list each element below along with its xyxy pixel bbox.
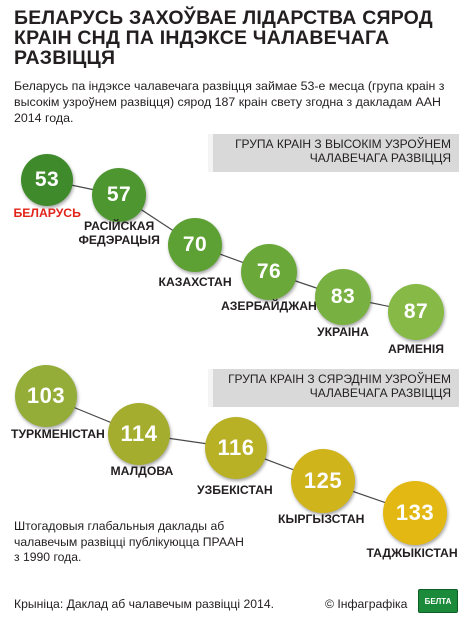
high-development-group-label: ГРУПА КРАІН З ВЫСОКІМ УЗРОЎНЕМ ЧАЛАВЕЧАГ… [208, 134, 459, 172]
rank-bubble: 70 [168, 218, 222, 272]
country-label: КЫРГЫЗСТАН [278, 512, 364, 526]
country-name-line: АЗЕРБАЙДЖАН [221, 299, 317, 313]
country-name-line: БЕЛАРУСЬ [13, 206, 81, 220]
group-label-line: ГРУПА КРАІН З СЯРЭДНІМ УЗРОЎНЕМ [228, 372, 451, 386]
note-line: з 1990 года. [14, 550, 82, 564]
country-name-line: УЗБЕКІСТАН [197, 483, 273, 497]
note-line: чалавечым развіцці публікуюцца ПРААН [14, 534, 244, 549]
country-name-line: ФЕДЭРАЦЫЯ [78, 233, 160, 247]
rank-bubble: 125 [291, 449, 355, 513]
subtitle: Беларусь па індэксе чалавечага развіцця … [14, 79, 445, 125]
rank-bubble: 116 [205, 417, 267, 479]
country-name-line: ТАДЖЫКІСТАН [366, 546, 458, 560]
country-label: УЗБЕКІСТАН [197, 483, 273, 497]
country-label: РАСІЙСКАЯ ФЕДЭРАЦЫЯ [79, 219, 160, 247]
country-name-line: УКРАІНА [317, 325, 369, 339]
source-text: Крыніца: Даклад аб чалавечым развіцці 20… [14, 597, 274, 611]
rank-bubble: 57 [92, 168, 146, 222]
rank-bubble: 103 [15, 365, 77, 427]
country-label: МАЛДОВА [111, 464, 174, 478]
country-name-line: КЫРГЫЗСТАН [278, 512, 365, 526]
rank-bubble: 87 [388, 284, 444, 340]
country-label: КАЗАХСТАН [159, 275, 232, 289]
rank-bubble: 76 [241, 244, 297, 300]
credit-text: © Інфаграфіка [325, 597, 408, 611]
medium-development-group-label: ГРУПА КРАІН З СЯРЭДНІМ УЗРОЎНЕМ ЧАЛАВЕЧА… [208, 369, 459, 407]
country-name-line: ТУРКМЕНІСТАН [11, 427, 105, 441]
rank-bubble: 114 [108, 403, 170, 465]
page-title: БЕЛАРУСЬ ЗАХОЎВАЕ ЛІДАРСТВА СЯРОД КРАІН … [14, 8, 459, 68]
country-label: БЕЛАРУСЬ [14, 206, 81, 220]
title-line: БЕЛАРУСЬ ЗАХОЎВАЕ ЛІДАРСТВА СЯРОД [14, 7, 433, 29]
country-name-line: АРМЕНІЯ [388, 342, 444, 356]
country-name-line: РАСІЙСКАЯ [84, 219, 155, 233]
rank-bubble: 133 [383, 481, 447, 545]
note-line: Штогадовыя глабальныя даклады аб [14, 519, 225, 533]
title-line: КРАІН СНД ПА ІНДЭКСЕ ЧАЛАВЕЧАГА [14, 27, 390, 49]
country-label: ТАДЖЫКІСТАН [367, 546, 458, 560]
country-name-line: КАЗАХСТАН [158, 275, 232, 289]
group-label-line: ГРУПА КРАІН З ВЫСОКІМ УЗРОЎНЕМ [235, 137, 451, 151]
country-label: АЗЕРБАЙДЖАН [221, 299, 317, 313]
country-label: УКРАІНА [317, 325, 369, 339]
group-label-line: ЧАЛАВЕЧАГА РАЗВІЦЦЯ [309, 386, 451, 400]
info-note: Штогадовыя глабальныя даклады аб чалавеч… [14, 519, 244, 566]
country-label: ТУРКМЕНІСТАН [11, 427, 105, 441]
rank-bubble: 83 [315, 269, 371, 325]
rank-bubble: 53 [21, 154, 73, 206]
country-name-line: МАЛДОВА [110, 464, 174, 478]
belta-logo: БЕЛТА [418, 589, 458, 613]
country-label: АРМЕНІЯ [388, 342, 444, 356]
title-line: РАЗВІЦЦЯ [14, 47, 116, 69]
group-label-line: ЧАЛАВЕЧАГА РАЗВІЦЦЯ [309, 151, 451, 165]
